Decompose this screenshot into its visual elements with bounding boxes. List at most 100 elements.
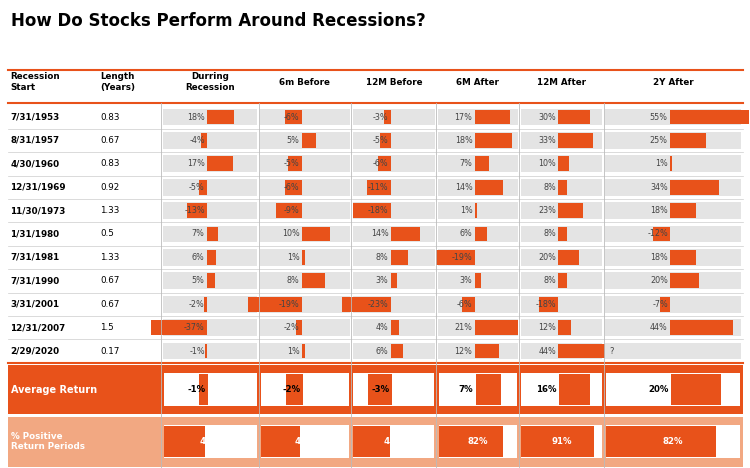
Text: -23%: -23% <box>368 300 388 309</box>
Text: 23%: 23% <box>538 206 556 215</box>
Text: 10%: 10% <box>538 159 556 168</box>
Text: 17%: 17% <box>454 112 472 122</box>
Text: ?: ? <box>610 346 614 356</box>
Bar <box>391 320 399 335</box>
Text: -7%: -7% <box>652 300 668 309</box>
Text: 33%: 33% <box>538 136 556 145</box>
Text: 14%: 14% <box>454 183 472 192</box>
Text: 20%: 20% <box>538 253 556 262</box>
Bar <box>368 180 391 195</box>
Text: 1/31/1980: 1/31/1980 <box>10 229 60 239</box>
Text: -3%: -3% <box>371 385 389 394</box>
Bar <box>353 425 434 458</box>
Bar <box>653 227 670 241</box>
Bar <box>660 297 670 312</box>
Bar <box>261 373 349 406</box>
Text: -19%: -19% <box>452 253 472 262</box>
Bar <box>438 249 518 266</box>
Bar <box>605 109 741 125</box>
Text: 0.83: 0.83 <box>100 159 120 168</box>
Bar <box>559 374 590 405</box>
Text: -18%: -18% <box>368 206 388 215</box>
Bar <box>605 202 741 219</box>
Bar <box>164 425 256 458</box>
Bar <box>163 343 257 359</box>
Bar <box>670 374 721 405</box>
Bar <box>670 110 749 124</box>
Bar <box>558 180 567 195</box>
Bar <box>438 202 518 219</box>
Bar <box>296 320 302 335</box>
Bar <box>558 250 580 265</box>
Text: 4%: 4% <box>376 323 388 332</box>
Text: -13%: -13% <box>184 206 205 215</box>
Bar <box>438 343 518 359</box>
Bar <box>521 373 602 406</box>
Bar <box>287 156 302 171</box>
Bar <box>285 180 302 195</box>
Text: 5%: 5% <box>192 276 205 285</box>
Bar <box>521 425 602 458</box>
Bar <box>302 133 316 148</box>
Bar <box>476 374 502 405</box>
Text: 0.17: 0.17 <box>100 346 120 356</box>
Text: % Positive
Return Periods: % Positive Return Periods <box>11 432 86 452</box>
Bar <box>261 426 301 457</box>
Bar <box>352 296 435 313</box>
Text: 7/31/1981: 7/31/1981 <box>10 253 60 262</box>
Text: -2%: -2% <box>282 385 300 394</box>
Text: 45%: 45% <box>383 437 404 446</box>
Bar <box>606 373 740 406</box>
Bar <box>260 249 350 266</box>
Bar <box>463 297 475 312</box>
Bar <box>558 344 604 358</box>
Bar <box>606 425 740 458</box>
Text: 0.67: 0.67 <box>100 136 120 145</box>
Text: 12/31/1969: 12/31/1969 <box>10 183 66 192</box>
Text: 12%: 12% <box>538 323 556 332</box>
Text: 45%: 45% <box>295 437 315 446</box>
Bar <box>520 296 602 313</box>
Bar <box>670 273 699 288</box>
Bar <box>391 227 421 241</box>
Text: Length
(Years): Length (Years) <box>100 73 136 92</box>
Bar <box>558 227 567 241</box>
Bar <box>475 110 509 124</box>
Bar <box>520 179 602 196</box>
Text: 0.67: 0.67 <box>100 300 120 309</box>
Text: 1%: 1% <box>286 346 299 356</box>
Bar <box>439 425 517 458</box>
Bar <box>163 272 257 289</box>
Text: 4/30/1960: 4/30/1960 <box>10 159 60 168</box>
Bar <box>605 132 741 149</box>
Text: 8%: 8% <box>543 229 556 239</box>
Bar <box>438 296 518 313</box>
Bar <box>520 202 602 219</box>
Bar <box>475 320 518 335</box>
Text: -18%: -18% <box>536 300 556 309</box>
Bar <box>352 226 435 242</box>
Bar <box>605 155 741 172</box>
Text: -3%: -3% <box>373 112 388 122</box>
Text: 1.33: 1.33 <box>100 206 120 215</box>
Text: 0.83: 0.83 <box>100 112 120 122</box>
Bar <box>163 249 257 266</box>
Text: 45%: 45% <box>200 437 220 446</box>
Bar <box>188 203 207 218</box>
Bar <box>605 296 741 313</box>
Bar <box>352 132 435 149</box>
Bar <box>438 319 518 336</box>
Bar <box>302 227 331 241</box>
Bar <box>520 155 602 172</box>
Text: 6%: 6% <box>376 346 388 356</box>
Text: -9%: -9% <box>284 206 299 215</box>
Bar <box>391 250 408 265</box>
Text: 2/29/2020: 2/29/2020 <box>10 346 60 356</box>
Bar <box>605 249 741 266</box>
Bar <box>391 344 404 358</box>
Bar <box>520 132 602 149</box>
Text: 5%: 5% <box>286 136 299 145</box>
Text: 18%: 18% <box>650 206 668 215</box>
Bar <box>164 373 256 406</box>
Bar <box>475 227 487 241</box>
